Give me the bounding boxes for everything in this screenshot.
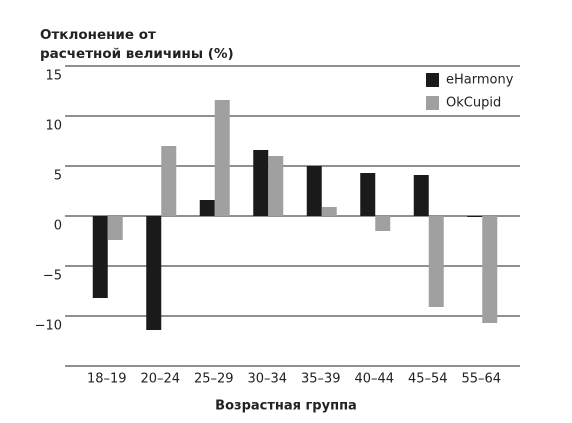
bar [268,156,284,216]
bar [467,216,483,217]
legend-label: eHarmony [446,73,514,88]
y-tick-label: 5 [54,169,62,184]
bar [199,200,215,216]
x-axis-label: Возрастная группа [215,399,357,414]
chart-title: Отклонение от расчетной величины (%) [40,27,234,62]
bar [321,207,337,216]
bar [161,146,177,216]
y-tick-label: 0 [54,219,62,234]
y-tick-label: −5 [43,269,62,284]
y-tick-label: −10 [35,319,62,334]
legend-label: OkCupid [446,96,501,111]
bar [107,216,123,240]
bar [413,175,429,216]
x-tick-label: 45–54 [408,372,448,387]
bar [146,216,162,330]
x-tick-label: 55–64 [461,372,501,387]
x-tick-label: 40–44 [354,372,394,387]
legend-swatch [426,96,439,110]
bar [360,173,376,216]
legend-swatch [426,73,439,87]
bar [482,216,498,323]
bar [428,216,444,307]
x-tick-label: 20–24 [140,372,180,387]
bar [375,216,391,231]
x-tick-label: 35–39 [301,372,341,387]
bar [214,100,230,216]
bar [92,216,108,298]
x-tick-label: 18–19 [87,372,127,387]
y-tick-label: 15 [45,69,62,84]
x-tick-label: 30–34 [247,372,287,387]
x-tick-label: 25–29 [194,372,234,387]
bar [253,150,269,216]
bar [306,166,322,216]
y-tick-label: 10 [45,119,62,134]
